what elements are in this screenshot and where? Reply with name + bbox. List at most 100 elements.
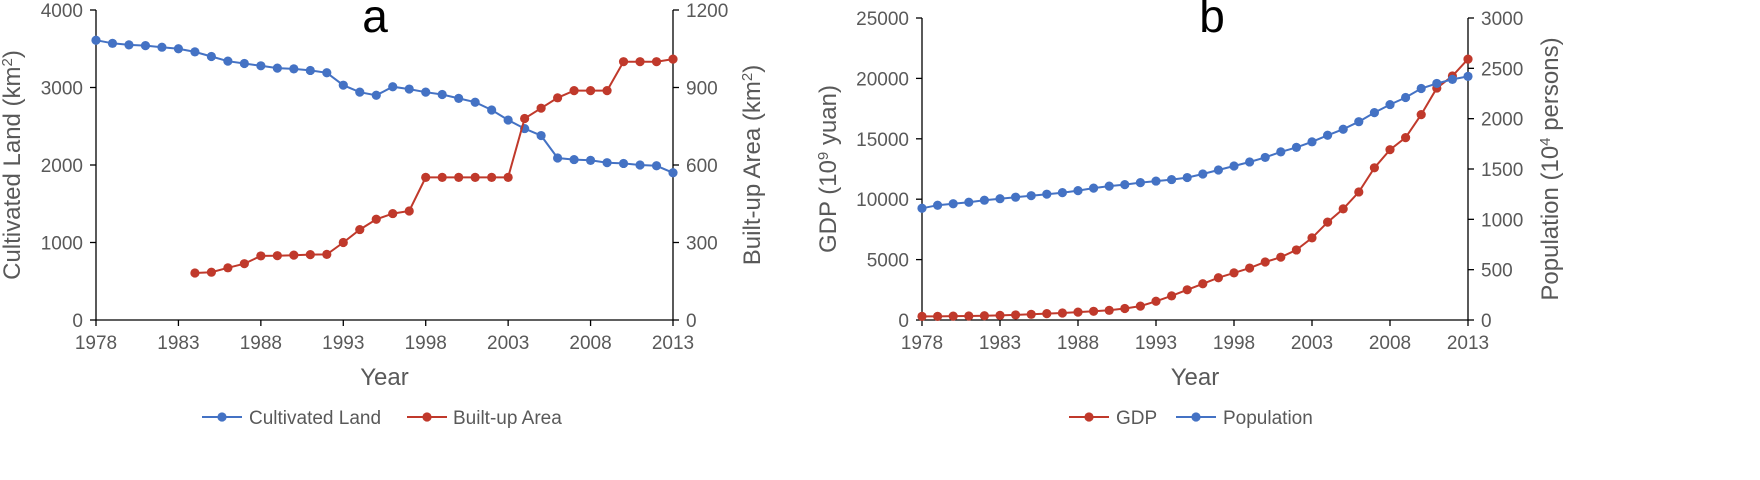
data-point: [355, 87, 365, 97]
data-point: [1338, 204, 1348, 214]
legend-label: Cultivated Land: [249, 408, 381, 429]
data-point: [1463, 71, 1473, 81]
data-point: [1213, 273, 1223, 283]
data-point: [487, 172, 497, 182]
data-point: [1323, 217, 1333, 227]
data-point: [651, 57, 662, 67]
data-point: [487, 105, 497, 115]
right-y-tick-label: 2500: [1481, 59, 1523, 80]
data-point: [388, 208, 398, 219]
data-point: [470, 172, 480, 182]
x-tick-label: 1988: [240, 333, 282, 354]
legend-swatch-marker: [217, 412, 227, 422]
x-tick-label: 1993: [322, 333, 364, 354]
series-line-cultivated-land: [95, 39, 674, 174]
right-y-tick-label: 1500: [1481, 160, 1523, 181]
left-y-tick-label: 3000: [41, 79, 83, 100]
panel-b: 1978 1983 1988 1993 1998 2003 2008 201305000100…: [815, 0, 1565, 429]
data-point: [305, 65, 315, 76]
x-tick-label: 1983: [157, 333, 199, 354]
data-point: [371, 214, 381, 224]
data-point: [933, 311, 943, 321]
data-point: [305, 250, 315, 260]
data-point: [1276, 252, 1286, 262]
data-point: [1338, 124, 1348, 134]
data-point: [272, 251, 282, 261]
data-point: [322, 68, 332, 78]
left-y-axis-label-sup: 9: [815, 152, 832, 160]
data-point: [1135, 177, 1145, 188]
left-y-tick-label: 20000: [856, 69, 909, 90]
data-point: [1416, 110, 1426, 120]
left-y-axis-label-main: GDP (10: [815, 160, 842, 253]
right-y-axis-label-sup: 4: [1537, 137, 1554, 145]
series-line-gdp: [922, 58, 1469, 318]
left-y-tick-label: 25000: [856, 9, 909, 30]
right-y-tick-label: 0: [1481, 311, 1492, 332]
data-point: [1385, 145, 1395, 155]
data-point: [1198, 169, 1208, 179]
left-y-axis-label: GDP (109 yuan): [815, 85, 843, 253]
data-point: [404, 206, 414, 216]
data-point: [618, 57, 629, 67]
data-point: [503, 172, 513, 182]
data-point: [536, 103, 546, 113]
data-point: [1432, 78, 1442, 89]
data-point: [1167, 291, 1177, 301]
panel-letter: b: [1199, 0, 1225, 42]
data-point: [454, 172, 464, 182]
data-point: [140, 41, 151, 51]
data-point: [569, 86, 579, 96]
panel-a: 1978 1983 1988 1993 1998 2003 2008 201301000200…: [0, 0, 766, 429]
right-y-axis-label-sup: 2: [739, 73, 756, 81]
data-point: [1151, 176, 1161, 186]
left-y-axis-label-sup: 2: [0, 58, 16, 66]
data-point: [338, 80, 348, 90]
data-point: [421, 87, 431, 97]
data-point: [437, 172, 447, 182]
data-point: [1447, 74, 1457, 85]
x-tick-label: 2003: [487, 333, 529, 354]
right-y-axis-label-end: ): [739, 65, 766, 73]
data-point: [948, 311, 958, 321]
data-point: [322, 249, 332, 259]
x-tick-label: 1983: [979, 333, 1021, 354]
left-y-tick-label: 0: [72, 311, 83, 332]
data-point: [206, 51, 216, 62]
data-point: [223, 56, 233, 66]
left-y-tick-label: 1000: [41, 234, 83, 255]
left-y-tick-label: 4000: [41, 1, 83, 22]
data-point: [569, 154, 579, 165]
data-point: [1011, 192, 1021, 202]
data-point: [1276, 147, 1286, 157]
data-point: [979, 311, 990, 321]
right-y-tick-label: 1000: [1481, 210, 1523, 231]
data-point: [289, 64, 299, 74]
data-point: [602, 158, 612, 168]
data-point: [1104, 181, 1114, 191]
right-y-tick-label: 600: [686, 156, 718, 177]
data-point: [553, 93, 563, 103]
data-point: [1042, 189, 1052, 199]
data-point: [917, 203, 927, 213]
data-point: [1026, 191, 1036, 201]
data-point: [1089, 306, 1099, 316]
data-point: [602, 86, 612, 96]
data-point: [388, 82, 398, 92]
data-point: [635, 57, 645, 67]
data-point: [1307, 233, 1317, 243]
data-point: [995, 194, 1005, 204]
data-point: [1167, 174, 1177, 185]
series-line-population: [921, 75, 1469, 210]
data-point: [964, 311, 974, 321]
data-point: [421, 172, 431, 182]
x-axis-label: Year: [360, 364, 409, 391]
right-y-tick-label: 3000: [1481, 9, 1523, 30]
data-point: [256, 61, 266, 71]
x-tick-label: 1978: [901, 333, 943, 354]
data-point: [190, 268, 200, 278]
data-point: [190, 47, 200, 57]
data-point: [206, 267, 216, 277]
data-point: [1260, 257, 1270, 267]
